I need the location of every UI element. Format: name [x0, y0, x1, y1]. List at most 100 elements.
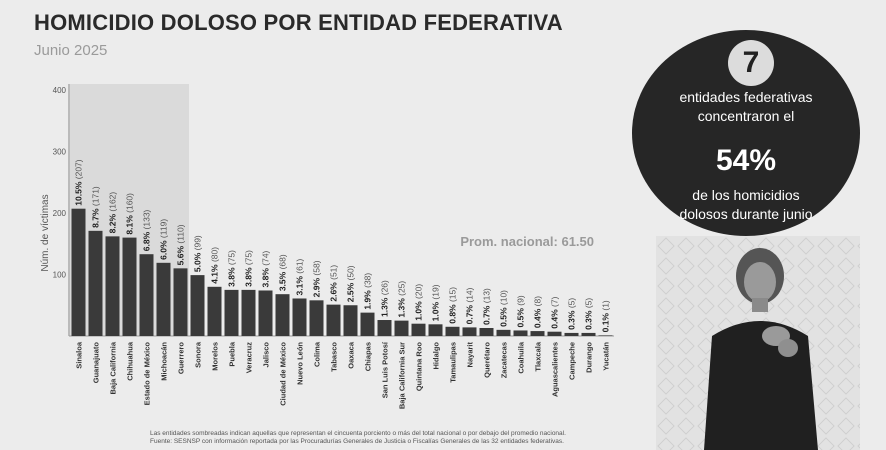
data-label: 0.4% (8)	[533, 296, 543, 328]
x-tick-label: Zacatecas	[500, 342, 509, 378]
x-tick-label: Chiapas	[364, 342, 373, 371]
callout-line-4: dolosos durante junio	[679, 206, 813, 222]
data-label: 10.5% (207)	[74, 159, 84, 205]
bar	[139, 254, 154, 336]
data-label-count: (171)	[91, 186, 101, 206]
data-label-count: (207)	[74, 159, 84, 179]
x-tick-label: Tabasco	[330, 342, 339, 372]
chart-subtitle: Junio 2025	[34, 42, 108, 59]
summary-callout: 7 entidades federativas concentraron el …	[632, 30, 860, 236]
bar	[377, 320, 392, 336]
bar	[326, 304, 341, 336]
y-tick-label: 200	[53, 209, 67, 218]
data-label-count: (19)	[431, 284, 441, 299]
bar	[292, 298, 307, 336]
data-label-count: (119)	[159, 219, 169, 238]
x-tick-label: Guanajuato	[92, 342, 101, 384]
data-label-count: (75)	[227, 250, 237, 265]
data-label: 2.9% (58)	[312, 260, 322, 297]
footnote: Las entidades sombreadas indican aquella…	[150, 430, 566, 446]
bar	[173, 268, 188, 336]
y-tick-label: 400	[53, 86, 67, 95]
data-label: 3.8% (75)	[227, 250, 237, 287]
x-tick-label: Chihuahua	[126, 341, 135, 381]
bar	[496, 329, 511, 336]
data-label-count: (10)	[499, 290, 509, 305]
data-label-count: (110)	[176, 224, 186, 243]
data-label-pct: 0.8%	[448, 302, 458, 324]
data-label-pct: 0.3%	[567, 308, 577, 330]
data-label-pct: 0.5%	[499, 305, 509, 327]
x-tick-label: Nuevo León	[296, 342, 305, 385]
data-label-count: (58)	[312, 260, 322, 275]
x-tick-label: Ciudad de México	[279, 342, 288, 406]
data-label-pct: 1.0%	[431, 300, 441, 322]
x-tick-label: Quintana Roo	[415, 342, 424, 392]
data-label-count: (20)	[414, 284, 424, 299]
bar	[258, 290, 273, 336]
data-label: 1.0% (19)	[431, 284, 441, 321]
data-label-count: (162)	[108, 192, 118, 212]
bar	[241, 289, 256, 336]
data-label-count: (14)	[465, 287, 475, 302]
x-tick-label: Coahuila	[517, 341, 526, 373]
data-label-pct: 2.5%	[346, 281, 356, 303]
data-label: 1.3% (25)	[397, 281, 407, 318]
data-label-pct: 0.7%	[482, 303, 492, 325]
bar	[88, 230, 103, 336]
data-label-pct: 10.5%	[74, 179, 84, 205]
data-label-count: (1)	[601, 300, 611, 311]
data-label-pct: 3.8%	[261, 266, 271, 288]
bar	[122, 237, 137, 336]
x-tick-label: Jalisco	[262, 342, 271, 368]
y-tick-label: 300	[53, 148, 67, 157]
data-label-count: (15)	[448, 287, 458, 302]
data-label: 3.8% (74)	[261, 250, 271, 287]
data-label: 3.5% (68)	[278, 254, 288, 291]
callout-percent: 54%	[715, 144, 777, 177]
bar	[224, 289, 239, 336]
data-label: 1.0% (20)	[414, 284, 424, 321]
data-label: 4.1% (80)	[210, 247, 220, 284]
x-tick-label: Querétaro	[483, 342, 492, 378]
data-label-count: (38)	[363, 273, 373, 288]
data-label-pct: 1.3%	[397, 296, 407, 318]
bar-chart: 100 200 300 400 Núm. de víctimas 10.5% (207) S…	[40, 84, 614, 409]
data-label-count: (74)	[261, 250, 271, 265]
x-tick-label: Michoacán	[160, 342, 169, 381]
x-tick-label: Puebla	[228, 341, 237, 366]
data-label-pct: 0.5%	[516, 306, 526, 328]
bar	[394, 320, 409, 336]
data-label-count: (99)	[193, 235, 203, 250]
data-label-pct: 3.8%	[227, 265, 237, 287]
data-label-pct: 1.9%	[363, 288, 373, 310]
bar	[479, 328, 494, 336]
bar	[360, 312, 375, 336]
data-label-pct: 2.6%	[329, 280, 339, 302]
data-label-pct: 4.1%	[210, 262, 220, 284]
bar	[309, 300, 324, 336]
callout-line-3: de los homicidios	[692, 187, 800, 203]
data-label-pct: 8.2%	[108, 212, 118, 234]
data-label-pct: 3.1%	[295, 274, 305, 296]
data-label-count: (133)	[142, 209, 152, 229]
x-tick-label: Sinaloa	[75, 341, 84, 369]
callout-line-1: entidades federativas	[679, 89, 813, 105]
data-label-pct: 0.7%	[465, 303, 475, 325]
data-label-count: (68)	[278, 254, 288, 269]
x-tick-label: San Luis Potosí	[381, 341, 390, 398]
data-label-count: (50)	[346, 265, 356, 280]
data-label-count: (8)	[533, 296, 543, 307]
bar	[190, 275, 205, 336]
data-label-count: (75)	[244, 250, 254, 265]
x-tick-label: Baja California Sur	[398, 342, 407, 409]
y-tick-label: 100	[53, 271, 67, 280]
data-label-pct: 2.9%	[312, 276, 322, 298]
data-label: 6.0% (119)	[159, 219, 169, 260]
data-label-pct: 3.8%	[244, 265, 254, 287]
data-label-count: (9)	[516, 295, 526, 306]
data-label-pct: 0.3%	[584, 308, 594, 330]
data-label-pct: 6.8%	[142, 229, 152, 251]
data-label: 0.1% (1)	[601, 300, 611, 332]
data-label-pct: 5.6%	[176, 244, 186, 266]
